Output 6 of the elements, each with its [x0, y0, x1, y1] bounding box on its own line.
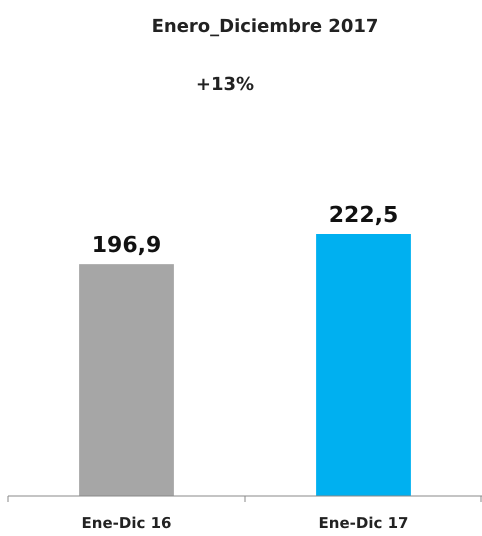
- data-label: 196,9: [92, 233, 162, 258]
- x-tick-label: Ene-Dic 17: [318, 514, 408, 532]
- chart-title: Enero_Diciembre 2017: [152, 16, 378, 37]
- data-label: 222,5: [328, 203, 398, 228]
- x-tick-label: Ene-Dic 16: [82, 514, 172, 532]
- text: +13%: [196, 74, 254, 95]
